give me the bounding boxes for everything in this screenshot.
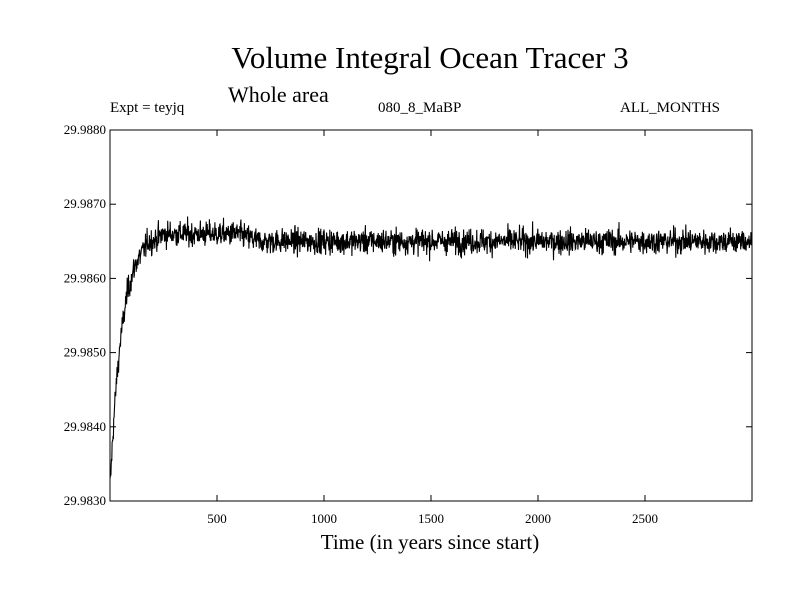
x-tick-label: 500 xyxy=(207,511,227,526)
months-label: ALL_MONTHS xyxy=(620,100,720,116)
series-line xyxy=(109,216,753,478)
x-tick-label: 1500 xyxy=(418,511,444,526)
chart-subtitle: Whole area xyxy=(228,82,329,107)
plot-frame xyxy=(109,129,753,502)
x-axis-label: Time (in years since start) xyxy=(320,530,540,554)
series-layer xyxy=(109,216,753,478)
x-tick-label: 1000 xyxy=(311,511,337,526)
y-tick-label: 29.9840 xyxy=(64,419,106,434)
y-tick-label: 29.9860 xyxy=(64,270,106,285)
x-tick-label: 2500 xyxy=(632,511,658,526)
y-tick-label: 29.9850 xyxy=(64,345,106,360)
chart-title: Volume Integral Ocean Tracer 3 xyxy=(231,40,629,75)
x-tick-label: 2000 xyxy=(525,511,551,526)
experiment-label: Expt = teyjq xyxy=(110,100,185,116)
period-label: 080_8_MaBP xyxy=(378,100,462,116)
y-tick-label: 29.9870 xyxy=(64,196,106,211)
ticks-layer: 500 1000 1500 2000 2500 29.9830 29.9840 29.9850… xyxy=(64,122,752,526)
y-tick-label: 29.9830 xyxy=(64,493,106,508)
y-tick-label: 29.9880 xyxy=(64,122,106,137)
